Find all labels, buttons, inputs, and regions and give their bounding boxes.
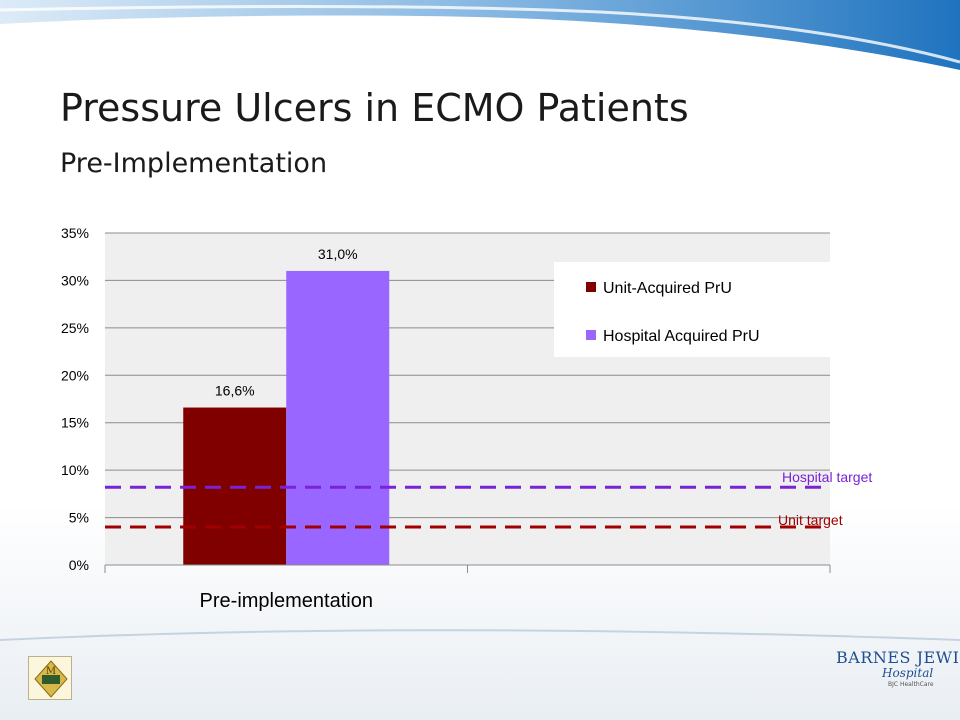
x-axis: Pre-implementation [104, 564, 831, 612]
y-tick-label: 35% [61, 225, 89, 241]
unit-target-label: Unit target [778, 512, 843, 528]
legend-swatch [586, 330, 596, 340]
target-lines: Hospital target Unit target [105, 469, 872, 529]
legend-swatch [586, 282, 596, 292]
legend: Unit-Acquired PrU Hospital Acquired PrU [554, 262, 830, 357]
y-tick-label: 25% [61, 320, 89, 336]
y-axis-ticks: 0% 5% 10% 15% 20% 25% 30% 35% [61, 225, 89, 573]
hospital-logo: BARNES JEWISH Hospital BJC HealthCare [836, 648, 960, 692]
hospital-logo-sub: Hospital [882, 666, 934, 680]
header-wave-highlight [0, 5, 960, 64]
y-tick-label: 20% [61, 367, 89, 383]
legend-entry: Hospital Acquired PrU [603, 328, 760, 345]
data-labels: 16,6% 31,0% [215, 246, 358, 399]
y-tick-label: 30% [61, 272, 89, 288]
hospital-target-label: Hospital target [782, 469, 872, 485]
category-label: Pre-implementation [200, 590, 373, 612]
footer-line [0, 629, 960, 641]
data-label: 16,6% [215, 383, 255, 399]
hospital-logo-name: BARNES JEWISH [836, 648, 960, 667]
slide-title: Pressure Ulcers in ECMO Patients [60, 86, 689, 130]
y-tick-label: 15% [61, 415, 89, 431]
legend-box [554, 262, 830, 357]
y-tick-label: 10% [61, 462, 89, 478]
header-wave [0, 0, 960, 70]
data-label: 31,0% [318, 246, 358, 262]
award-seal-icon: M [28, 656, 72, 700]
y-tick-label: 5% [69, 510, 89, 526]
bar-hospital-acquired [286, 270, 390, 565]
slide-subtitle: Pre-Implementation [60, 148, 328, 179]
hospital-logo-tiny: BJC HealthCare [888, 681, 934, 688]
y-tick-label: 0% [69, 557, 89, 573]
legend-entry: Unit-Acquired PrU [603, 280, 732, 297]
svg-text:M: M [46, 666, 56, 677]
